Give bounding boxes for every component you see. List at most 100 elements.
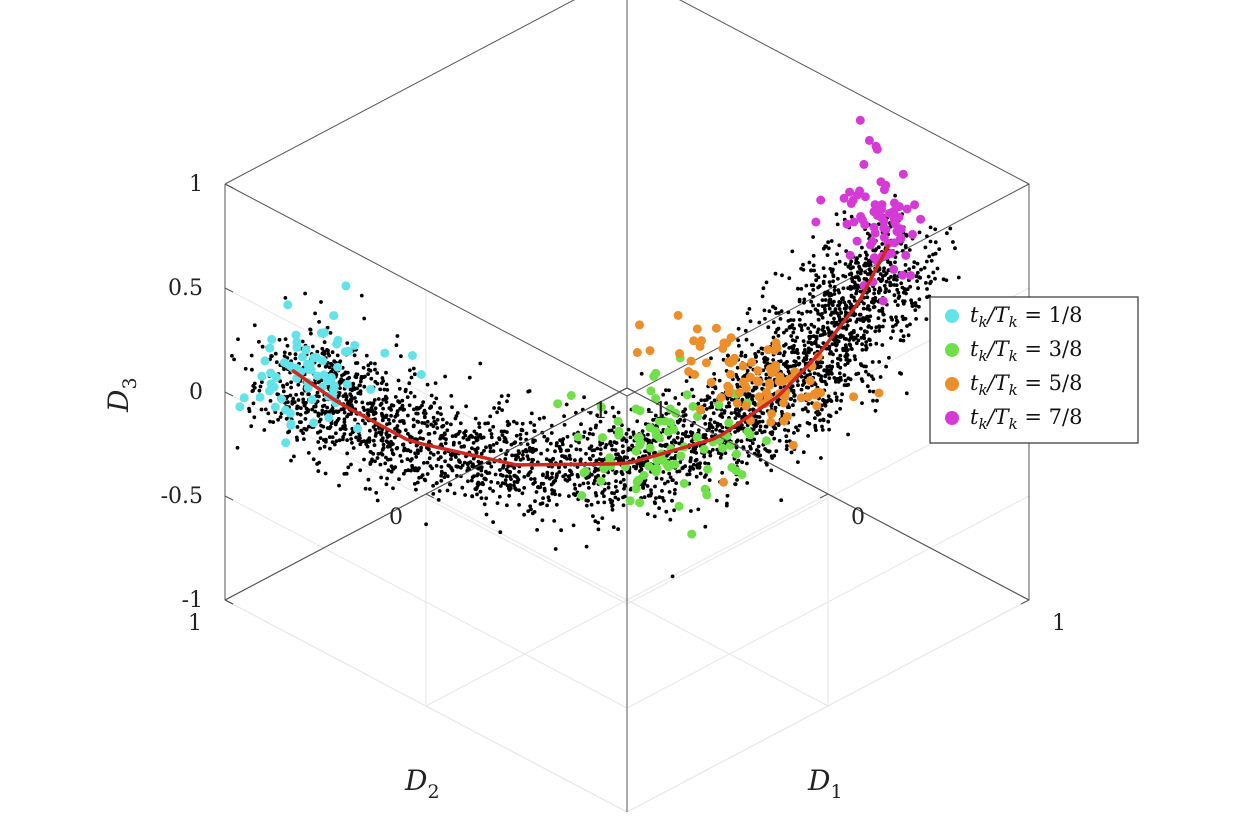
data-point (806, 409, 810, 414)
data-point (826, 419, 831, 424)
cluster-point-cyan (596, 476, 606, 486)
data-point (341, 394, 346, 398)
data-point (281, 385, 286, 389)
data-point (747, 392, 752, 397)
cluster-point-orange (849, 392, 859, 402)
data-point (329, 361, 333, 366)
data-point (703, 524, 708, 529)
data-point (559, 528, 563, 533)
data-point (360, 400, 365, 405)
data-point (823, 373, 828, 378)
data-point (350, 441, 354, 445)
data-point (263, 407, 268, 412)
data-point (517, 451, 521, 456)
data-point (776, 311, 781, 315)
data-point (384, 413, 389, 418)
data-point (469, 478, 474, 483)
data-point (729, 397, 734, 402)
cluster-point-orange (686, 356, 696, 366)
data-point (302, 403, 307, 408)
data-point (495, 501, 500, 505)
data-point (359, 293, 364, 298)
data-point (600, 490, 605, 494)
data-point (482, 448, 486, 453)
data-point (497, 401, 501, 405)
data-point (735, 478, 739, 482)
data-point (293, 352, 298, 357)
cluster-point-green (329, 311, 339, 321)
data-point (439, 473, 444, 478)
cluster-point-orange (796, 393, 806, 403)
data-point (550, 491, 555, 496)
cluster-point-cyan (631, 484, 641, 494)
data-point (624, 438, 629, 443)
data-point (554, 475, 559, 480)
data-point (752, 401, 757, 405)
data-point (285, 394, 290, 399)
data-point (891, 324, 895, 329)
cluster-point-green (341, 281, 351, 291)
data-point (830, 364, 835, 369)
data-point (852, 298, 857, 303)
data-point (539, 451, 543, 456)
data-point (362, 316, 367, 321)
data-point (368, 487, 372, 491)
data-point (874, 325, 879, 330)
data-point (407, 381, 412, 386)
data-point (499, 429, 504, 434)
data-point (680, 432, 685, 436)
cluster-point-orange (762, 388, 771, 397)
data-point (509, 477, 513, 481)
cluster-point-magenta (811, 217, 821, 227)
data-point (563, 477, 568, 482)
data-point (299, 406, 303, 410)
data-point (760, 294, 765, 299)
data-point (405, 457, 410, 462)
data-point (593, 475, 598, 480)
data-point (349, 462, 353, 467)
cluster-point-cyan (703, 464, 713, 474)
data-point (783, 428, 787, 432)
data-point (786, 310, 791, 315)
data-point (301, 400, 306, 405)
data-point (328, 446, 332, 451)
data-point (761, 286, 766, 291)
data-point (319, 412, 324, 416)
data-point (802, 297, 807, 302)
data-point (860, 401, 864, 405)
data-point (268, 419, 272, 424)
data-point (478, 433, 483, 437)
data-point (445, 488, 450, 493)
data-point (579, 422, 583, 427)
data-point (284, 416, 289, 421)
data-point (426, 432, 431, 436)
data-point (294, 435, 299, 440)
data-point (512, 473, 517, 478)
box-edge (679, 0, 1030, 185)
data-point (659, 477, 664, 481)
z-tick-label: -0.5 (161, 484, 203, 509)
data-point (436, 450, 440, 455)
data-point (862, 336, 867, 341)
cluster-point-green (281, 405, 291, 415)
data-point (560, 454, 564, 458)
data-point (513, 453, 518, 458)
data-point (584, 544, 589, 549)
data-point (819, 374, 824, 379)
data-point (527, 389, 532, 393)
data-point (316, 380, 321, 385)
data-point (618, 480, 623, 485)
data-point (435, 418, 440, 422)
data-point (906, 333, 911, 338)
cluster-point-orange (765, 380, 775, 390)
data-point (740, 460, 744, 465)
data-point (252, 381, 257, 386)
data-point (501, 463, 506, 468)
data-point (762, 382, 766, 387)
data-point (250, 367, 254, 372)
data-point (412, 372, 417, 377)
data-point (526, 509, 531, 513)
cluster-point-green (342, 379, 352, 389)
data-point (691, 394, 696, 399)
cluster-point-green (303, 383, 313, 393)
